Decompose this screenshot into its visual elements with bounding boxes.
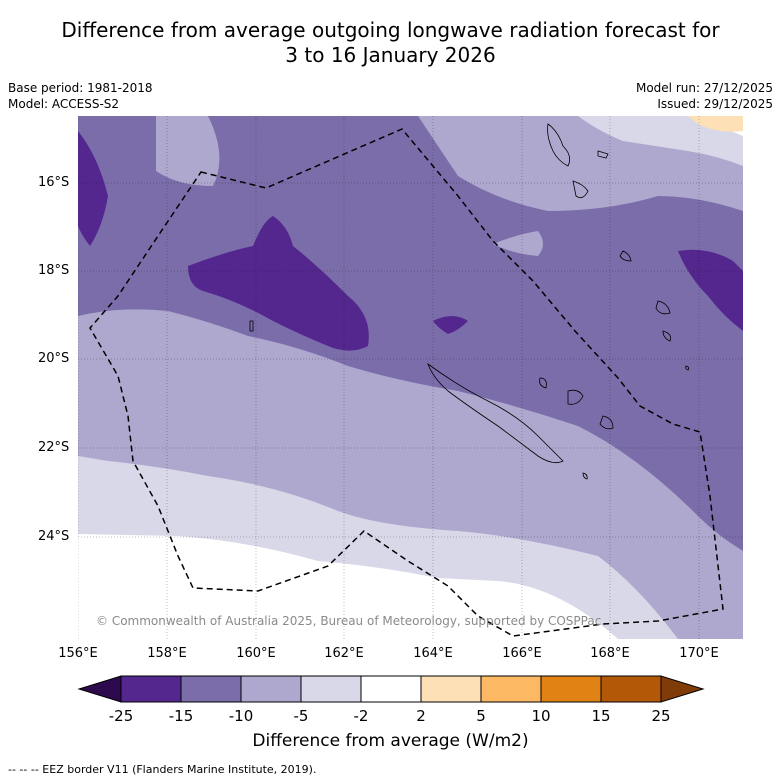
colorbar-cell-4 bbox=[300, 675, 362, 703]
loyalty-3 bbox=[539, 377, 547, 389]
islet-4 bbox=[249, 320, 254, 332]
colorbar-cell-1 bbox=[120, 675, 182, 703]
coastlines bbox=[249, 123, 690, 480]
islet-1 bbox=[655, 300, 671, 315]
colorbar-cell-5 bbox=[360, 675, 422, 703]
cb-tick-3: -10 bbox=[228, 707, 254, 725]
contour-patch-mid bbox=[493, 231, 543, 256]
vanuatu-2 bbox=[572, 180, 589, 199]
lon-label-158e: 158°E bbox=[147, 646, 187, 661]
colorbar-cell-6 bbox=[420, 675, 482, 703]
cb-tick-10: 25 bbox=[651, 707, 671, 725]
lat-label-22s: 22°S bbox=[38, 440, 70, 455]
lon-label-164e: 164°E bbox=[413, 646, 453, 661]
gridlines bbox=[78, 116, 743, 639]
colorbar-cell-2 bbox=[180, 675, 242, 703]
base-period: Base period: 1981-2018 bbox=[8, 81, 153, 95]
lat-label-24s: 24°S bbox=[38, 529, 70, 544]
contour-positive bbox=[688, 116, 743, 132]
lon-label-168e: 168°E bbox=[590, 646, 630, 661]
contour-patch-upper bbox=[156, 116, 220, 186]
vanuatu-4 bbox=[619, 250, 632, 262]
colorbar-extend-min bbox=[77, 675, 122, 703]
colorbar-cell-8 bbox=[540, 675, 602, 703]
cb-tick-9: 15 bbox=[591, 707, 611, 725]
lon-label-156e: 156°E bbox=[58, 646, 98, 661]
copyright-notice: © Commonwealth of Australia 2025, Bureau… bbox=[96, 614, 602, 628]
lon-label-166e: 166°E bbox=[502, 646, 542, 661]
colorbar-cell-7 bbox=[480, 675, 542, 703]
lat-label-16s: 16°S bbox=[38, 175, 70, 190]
title-line-1: Difference from average outgoing longwav… bbox=[61, 18, 720, 42]
cb-tick-5: -2 bbox=[353, 707, 369, 725]
lon-label-170e: 170°E bbox=[679, 646, 719, 661]
loyalty-1 bbox=[567, 389, 584, 405]
colorbar-cell-9 bbox=[600, 675, 662, 703]
islet-5 bbox=[582, 472, 588, 480]
meta-right: Model run: 27/12/2025 Issued: 29/12/2025 bbox=[636, 80, 773, 112]
lon-label-162e: 162°E bbox=[324, 646, 364, 661]
contour-strong-3 bbox=[433, 316, 468, 334]
lon-label-160e: 160°E bbox=[236, 646, 276, 661]
cb-tick-1: -25 bbox=[108, 707, 134, 725]
meta-left: Base period: 1981-2018 Model: ACCESS-S2 bbox=[8, 80, 153, 112]
cb-tick-7: 5 bbox=[476, 707, 486, 725]
new-caledonia bbox=[427, 362, 564, 464]
map-svg bbox=[78, 116, 743, 639]
contour-strong-4 bbox=[678, 249, 743, 331]
model-name: Model: ACCESS-S2 bbox=[8, 97, 120, 111]
map-panel bbox=[78, 116, 743, 639]
cb-tick-4: -5 bbox=[293, 707, 309, 725]
cb-tick-6: 2 bbox=[416, 707, 426, 725]
colorbar-cell-3 bbox=[240, 675, 302, 703]
eez-legend-note: -- -- -- EEZ border V11 (Flanders Marine… bbox=[8, 763, 317, 776]
lat-label-20s: 20°S bbox=[38, 351, 70, 366]
contour-medium bbox=[78, 116, 743, 551]
islet-2 bbox=[662, 330, 672, 342]
contour-strong-1 bbox=[78, 131, 108, 246]
cb-tick-8: 10 bbox=[531, 707, 551, 725]
loyalty-2 bbox=[599, 415, 614, 430]
vanuatu-1 bbox=[547, 123, 571, 167]
lat-label-18s: 18°S bbox=[38, 263, 70, 278]
vanuatu-3 bbox=[597, 150, 609, 159]
colorbar-extend-max bbox=[660, 675, 705, 703]
model-run: Model run: 27/12/2025 bbox=[635, 81, 773, 95]
contour-strong-2 bbox=[188, 216, 369, 351]
issued-date: Issued: 29/12/2025 bbox=[657, 97, 773, 111]
colorbar bbox=[77, 675, 705, 703]
islet-3 bbox=[685, 365, 690, 371]
title-line-2: 3 to 16 January 2026 bbox=[285, 43, 496, 67]
cb-tick-2: -15 bbox=[168, 707, 194, 725]
chart-title: Difference from average outgoing longwav… bbox=[0, 18, 781, 68]
colorbar-label: Difference from average (W/m2) bbox=[252, 731, 529, 751]
